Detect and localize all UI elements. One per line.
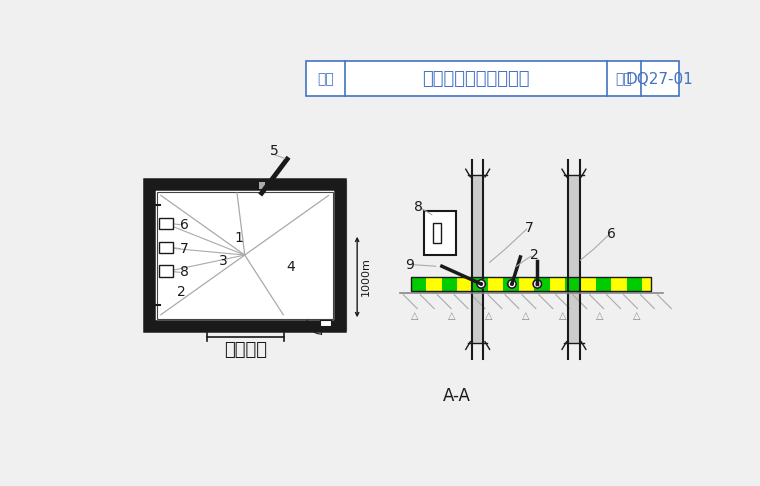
Bar [312,324,317,329]
Bar [568,175,580,343]
Text: 4: 4 [287,260,296,274]
Bar [534,277,549,291]
Bar [320,320,331,326]
Bar [160,265,173,277]
Text: 7: 7 [525,221,534,235]
Circle shape [480,283,483,285]
Bar [433,223,441,243]
Bar [166,324,171,329]
Bar [166,181,171,186]
Text: 8: 8 [180,265,189,279]
Text: A: A [147,304,155,314]
Circle shape [511,283,513,285]
Bar [611,277,627,291]
Bar [424,211,457,256]
Text: △: △ [522,311,530,321]
Bar [642,277,651,291]
Text: 5: 5 [270,144,278,158]
Text: △: △ [448,311,456,321]
Text: 2: 2 [177,285,186,299]
Text: 1000m: 1000m [361,258,371,296]
Bar [596,277,611,291]
Bar [426,277,442,291]
Text: 9: 9 [405,258,414,272]
Bar [565,277,581,291]
Text: DQ27-01: DQ27-01 [626,71,694,87]
Text: 7: 7 [180,242,188,256]
Text: 2: 2 [530,248,539,261]
Bar [258,181,264,189]
Bar [458,277,473,291]
Text: 电井设备接地干线安装: 电井设备接地干线安装 [422,70,530,88]
Bar [472,175,483,343]
Bar [239,324,244,329]
Text: △: △ [559,311,566,321]
Text: A-A: A-A [443,386,471,404]
Text: △: △ [411,311,419,321]
Bar [411,277,426,291]
Circle shape [477,280,486,288]
Text: 1: 1 [234,231,243,245]
Bar [549,277,565,291]
Bar [149,184,340,326]
Text: △: △ [633,311,641,321]
Bar [203,181,207,186]
Bar [473,277,488,291]
Bar [160,218,173,229]
Bar [581,277,596,291]
Text: A: A [147,196,155,206]
Bar [488,277,503,291]
Bar [239,181,244,186]
Text: 6: 6 [180,218,189,232]
Bar [144,180,346,330]
Bar [277,181,281,186]
Bar [157,191,333,319]
Text: △: △ [596,311,603,321]
Text: 8: 8 [413,200,423,214]
Bar [411,277,651,291]
Bar [312,181,317,186]
Text: △: △ [485,311,492,321]
Text: 3: 3 [219,254,227,268]
Circle shape [508,280,516,288]
Bar [627,277,642,291]
Bar [338,214,343,219]
Circle shape [533,280,542,288]
Text: 埋地敏设: 埋地敏设 [224,341,267,359]
Bar [306,61,679,96]
Bar [160,242,173,253]
Bar [503,277,519,291]
Text: 图名: 图名 [317,72,334,86]
Bar [203,324,207,329]
Circle shape [537,283,539,285]
Text: 图号: 图号 [615,72,632,86]
Text: 6: 6 [606,227,616,241]
Bar [338,292,343,296]
Bar [277,324,281,329]
Bar [442,277,458,291]
Bar [519,277,534,291]
